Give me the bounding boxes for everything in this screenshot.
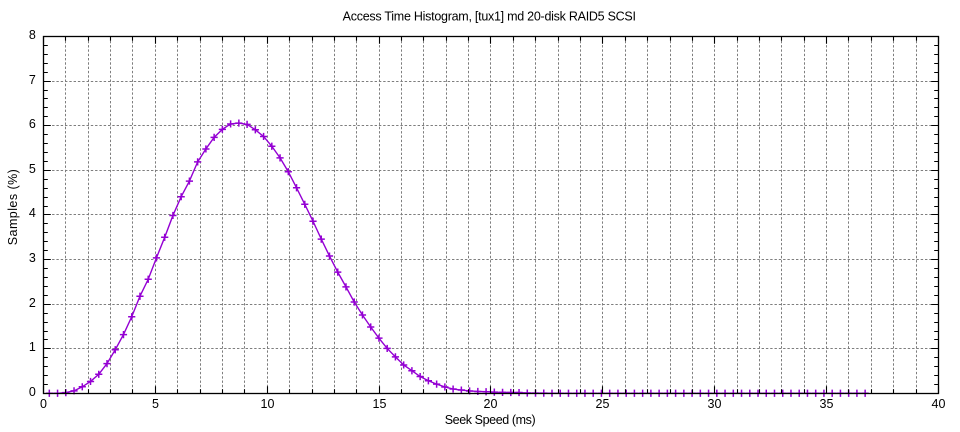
svg-text:0: 0 [29,385,36,399]
svg-text:35: 35 [820,397,834,411]
svg-text:3: 3 [29,251,36,265]
svg-text:5: 5 [29,162,36,176]
svg-text:30: 30 [708,397,722,411]
svg-text:5: 5 [152,397,159,411]
svg-text:0: 0 [40,397,47,411]
svg-text:Seek Speed (ms): Seek Speed (ms) [445,413,536,427]
svg-text:4: 4 [29,206,36,220]
svg-text:8: 8 [29,28,36,42]
svg-text:15: 15 [373,397,387,411]
svg-text:Access Time Histogram, [tux1]: Access Time Histogram, [tux1] md 20-disk… [343,10,636,24]
svg-text:7: 7 [29,73,36,87]
svg-text:6: 6 [29,117,36,131]
svg-text:40: 40 [932,397,946,411]
svg-text:25: 25 [596,397,610,411]
svg-text:Samples (%): Samples (%) [6,169,20,246]
svg-text:10: 10 [261,397,275,411]
svg-text:2: 2 [29,296,36,310]
svg-text:1: 1 [29,340,36,354]
svg-text:20: 20 [484,397,498,411]
